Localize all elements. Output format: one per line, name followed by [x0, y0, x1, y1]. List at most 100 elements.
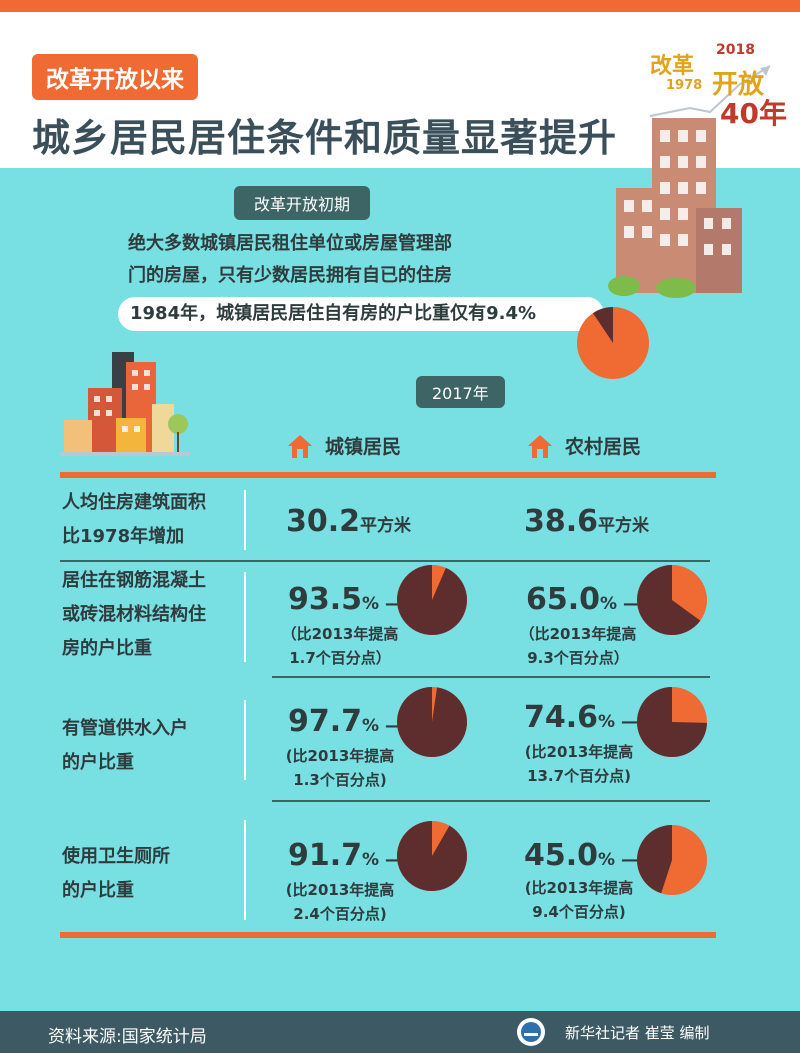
early-stat-banner: 1984年，城镇居民居住自有房的户比重仅有9.4%	[118, 297, 604, 331]
pie-value-slice	[397, 687, 467, 757]
table-bottom-rule	[60, 932, 716, 938]
row-label-line: 使用卫生厕所	[62, 846, 170, 867]
xinhua-emblem-icon	[517, 1018, 545, 1046]
house-icon	[528, 434, 552, 458]
row-divider-vertical	[244, 490, 246, 550]
row-label-line: 的户比重	[62, 752, 134, 773]
row-label-line: 居住在钢筋混凝土	[62, 570, 206, 591]
note-line: 13.7个百分点)	[527, 767, 631, 785]
value-unit: %	[600, 594, 618, 614]
note-line: （比2013年提高	[519, 625, 637, 643]
rural-structure-value: 65.0% —	[526, 582, 640, 617]
pie-value-slice	[397, 565, 467, 635]
value-number: 30.2	[286, 504, 361, 539]
note-line: 9.4个百分点)	[532, 903, 626, 921]
rural-toilet-value: 45.0% —	[524, 838, 638, 873]
note-line: 1.7个百分点）	[289, 649, 391, 667]
row-label-water: 有管道供水入户 的户比重	[62, 712, 242, 780]
city-buildings-illustration	[60, 352, 190, 456]
value-number: 65.0	[526, 582, 601, 617]
rural-structure-pie	[637, 565, 707, 635]
pie-value-slice	[592, 307, 613, 343]
table-top-rule	[60, 472, 716, 478]
value-number: 93.5	[288, 582, 363, 617]
logo-year-2018: 2018	[716, 42, 755, 58]
urban-area-value: 30.2平方米	[286, 504, 411, 539]
row-label-line: 人均住房建筑面积	[62, 492, 206, 513]
value-number: 45.0	[524, 838, 599, 873]
apartment-building-illustration	[608, 118, 742, 298]
early-period-text: 绝大多数城镇居民租住单位或房屋管理部 门的房屋，只有少数居民拥有自已的住房	[128, 228, 528, 292]
pie-value-slice	[637, 825, 672, 894]
source-text: 资料来源:国家统计局	[48, 1027, 207, 1047]
rural-toilet-note: (比2013年提高 9.4个百分点)	[514, 876, 644, 924]
note-line: (比2013年提高	[285, 881, 395, 899]
logo-text-opening: 开放	[712, 70, 765, 100]
value-number: 38.6	[524, 504, 599, 539]
early-ownership-pie	[577, 307, 649, 379]
urban-toilet-pie	[397, 821, 467, 891]
trend-arrow-icon	[649, 65, 771, 117]
value-unit: %	[362, 716, 380, 736]
row-label-structure: 居住在钢筋混凝土 或砖混材料结构住 房的户比重	[62, 564, 242, 666]
row-label-line: 比1978年增加	[62, 526, 185, 547]
value-unit: 平方米	[360, 516, 412, 536]
note-line: （比2013年提高	[281, 625, 399, 643]
note-line: (比2013年提高	[285, 747, 395, 765]
rural-water-pie	[637, 687, 707, 757]
row-divider-vertical	[244, 700, 246, 780]
rural-label: 农村居民	[565, 436, 642, 458]
note-line: 2.4个百分点)	[293, 905, 387, 923]
footer: 资料来源:国家统计局 新华社记者 崔莹 编制	[0, 1011, 800, 1053]
rural-structure-note: （比2013年提高 9.3个百分点）	[514, 622, 642, 670]
urban-column-header: 城镇居民	[287, 432, 401, 459]
row-label-line: 的户比重	[62, 880, 134, 901]
value-unit: %	[598, 850, 616, 870]
urban-toilet-value: 91.7% —	[288, 838, 402, 873]
urban-structure-pie	[397, 565, 467, 635]
rural-toilet-pie	[637, 825, 707, 895]
row-divider-vertical	[244, 820, 246, 920]
row-label-toilet: 使用卫生厕所 的户比重	[62, 840, 242, 908]
urban-structure-value: 93.5% —	[288, 582, 402, 617]
row-separator	[272, 676, 710, 678]
logo-text-reform: 改革	[650, 54, 695, 79]
year-2017-pill: 2017年	[416, 376, 505, 408]
row-separator	[60, 560, 710, 562]
note-line: (比2013年提高	[524, 743, 634, 761]
urban-label: 城镇居民	[325, 436, 402, 458]
logo-text-40-years: 40年	[720, 97, 787, 130]
pie-value-slice	[637, 565, 701, 635]
value-unit: %	[362, 850, 380, 870]
row-separator	[272, 800, 710, 802]
urban-structure-note: （比2013年提高 1.7个百分点）	[276, 622, 404, 670]
urban-water-pie	[397, 687, 467, 757]
credit-text: 新华社记者 崔莹 编制	[565, 1024, 710, 1042]
pie-value-slice	[397, 821, 467, 891]
kicker-badge: 改革开放以来	[32, 54, 198, 100]
rural-area-value: 38.6平方米	[524, 504, 649, 539]
row-label-line: 有管道供水入户	[62, 718, 188, 739]
early-text-line-1: 绝大多数城镇居民租住单位或房屋管理部	[128, 233, 452, 254]
row-label-line: 房的户比重	[62, 638, 152, 659]
logo-year-1978: 1978	[666, 78, 703, 93]
note-line: 1.3个百分点)	[293, 771, 387, 789]
value-unit: 平方米	[598, 516, 650, 536]
early-text-line-2: 门的房屋，只有少数居民拥有自已的住房	[128, 265, 452, 286]
top-bar	[0, 0, 800, 12]
rural-column-header: 农村居民	[527, 432, 641, 459]
row-divider-vertical	[244, 572, 246, 662]
row-label-line: 或砖混材料结构住	[62, 604, 206, 625]
rural-water-note: (比2013年提高 13.7个百分点)	[514, 740, 644, 788]
note-line: (比2013年提高	[524, 879, 634, 897]
rural-water-value: 74.6% —	[524, 700, 638, 735]
anniversary-logo: 改革 2018 1978 开放 40年	[640, 32, 790, 132]
value-number: 74.6	[524, 700, 599, 735]
note-line: 9.3个百分点）	[527, 649, 629, 667]
urban-water-value: 97.7% —	[288, 704, 402, 739]
house-icon	[288, 434, 312, 458]
row-label-area: 人均住房建筑面积 比1978年增加	[62, 486, 242, 554]
page-title: 城乡居民居住条件和质量显著提升	[32, 116, 618, 160]
value-unit: %	[362, 594, 380, 614]
